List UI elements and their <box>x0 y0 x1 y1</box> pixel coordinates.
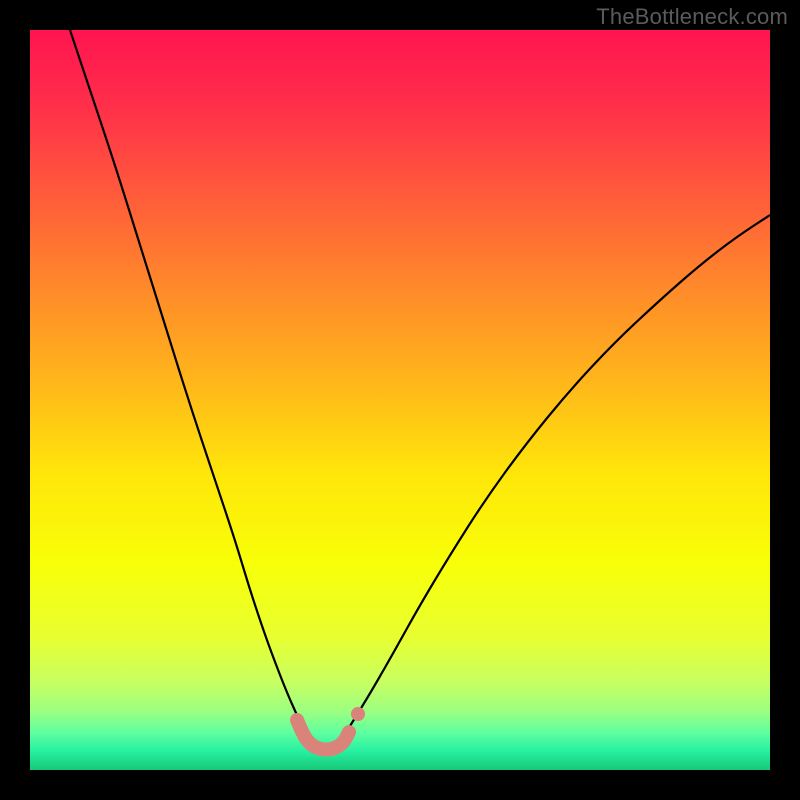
valley-marker <box>297 720 349 750</box>
valley-dot <box>351 707 365 721</box>
curve-layer <box>30 30 770 770</box>
right-curve <box>350 215 770 726</box>
watermark-text: TheBottleneck.com <box>596 4 788 30</box>
left-curve <box>70 30 302 726</box>
plot-area <box>30 30 770 770</box>
chart-frame: TheBottleneck.com <box>0 0 800 800</box>
